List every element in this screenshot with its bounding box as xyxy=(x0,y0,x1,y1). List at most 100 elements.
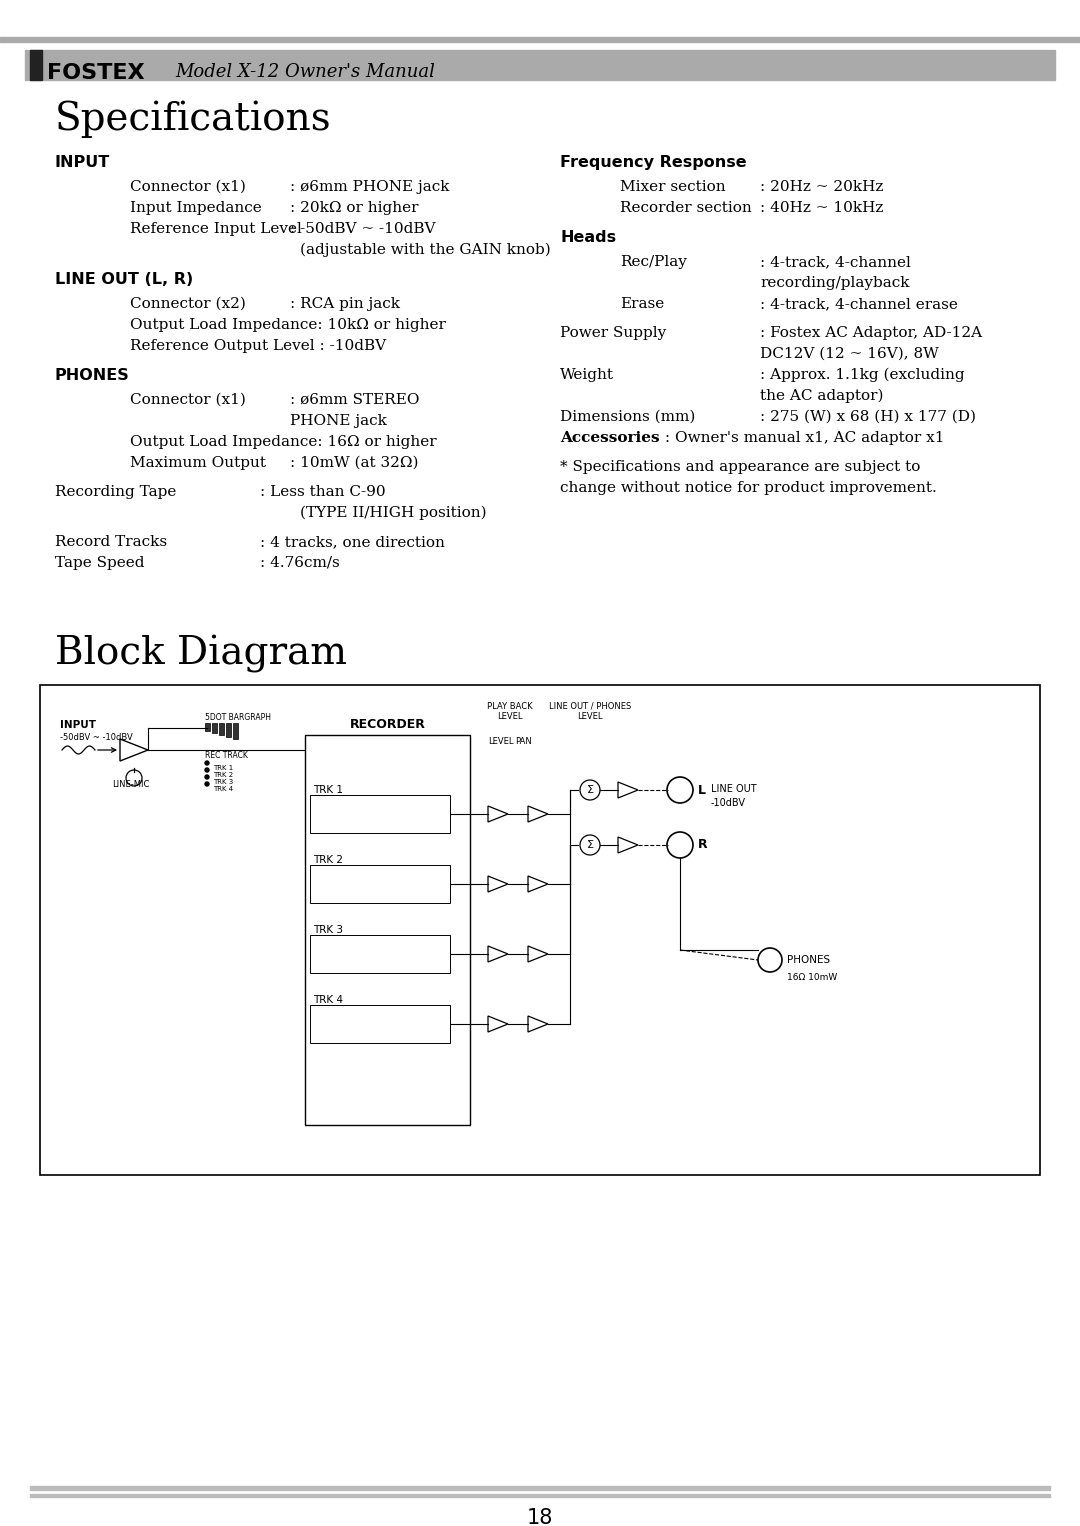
Text: INPUT: INPUT xyxy=(55,156,110,169)
Text: : 4-track, 4-channel erase: : 4-track, 4-channel erase xyxy=(760,298,958,311)
Text: Block Diagram: Block Diagram xyxy=(55,635,347,673)
Text: TRK 3: TRK 3 xyxy=(313,925,343,935)
Text: Σ: Σ xyxy=(586,784,594,795)
Circle shape xyxy=(205,761,210,765)
Text: INPUT: INPUT xyxy=(60,720,96,729)
Text: TRK 4: TRK 4 xyxy=(313,995,343,1006)
Text: Recorder section: Recorder section xyxy=(620,201,752,215)
Text: RECORDER: RECORDER xyxy=(350,719,426,731)
Bar xyxy=(310,1006,450,1042)
Text: TRK 1: TRK 1 xyxy=(313,784,343,795)
Text: : RCA pin jack: : RCA pin jack xyxy=(291,298,400,311)
Text: : 4-track, 4-channel: : 4-track, 4-channel xyxy=(760,255,910,269)
Text: Output Load Impedance: 16Ω or higher: Output Load Impedance: 16Ω or higher xyxy=(130,435,436,449)
Text: Specifications: Specifications xyxy=(55,101,332,137)
Bar xyxy=(226,723,231,737)
Text: -50dBV ~ -10dBV: -50dBV ~ -10dBV xyxy=(60,732,133,742)
Text: PHONES: PHONES xyxy=(787,955,831,964)
Bar xyxy=(310,795,450,833)
Text: Σ: Σ xyxy=(586,839,594,850)
Text: : Owner's manual x1, AC adaptor x1: : Owner's manual x1, AC adaptor x1 xyxy=(660,430,945,446)
Text: : 40Hz ~ 10kHz: : 40Hz ~ 10kHz xyxy=(760,201,883,215)
Bar xyxy=(310,935,450,974)
Bar xyxy=(310,865,450,903)
Text: Tape Speed: Tape Speed xyxy=(55,555,145,571)
Text: TRK 2: TRK 2 xyxy=(313,855,343,865)
Bar xyxy=(30,50,42,79)
Bar xyxy=(212,723,217,732)
Text: : Approx. 1.1kg (excluding: : Approx. 1.1kg (excluding xyxy=(760,368,964,383)
Text: FOSTEX: FOSTEX xyxy=(48,63,145,82)
Text: : 20kΩ or higher: : 20kΩ or higher xyxy=(291,201,419,215)
Text: TRK 1: TRK 1 xyxy=(213,765,233,771)
Text: LINE OUT (L, R): LINE OUT (L, R) xyxy=(55,272,193,287)
Text: Rec/Play: Rec/Play xyxy=(620,255,687,269)
Text: Output Load Impedance: 10kΩ or higher: Output Load Impedance: 10kΩ or higher xyxy=(130,317,446,333)
Text: 16Ω 10mW: 16Ω 10mW xyxy=(787,974,837,983)
Text: : 4 tracks, one direction: : 4 tracks, one direction xyxy=(260,536,445,549)
Text: Mixer section: Mixer section xyxy=(620,180,726,194)
Text: REC TRACK: REC TRACK xyxy=(205,751,248,760)
Text: : ø6mm PHONE jack: : ø6mm PHONE jack xyxy=(291,180,449,194)
Circle shape xyxy=(205,768,210,772)
Text: TRK 2: TRK 2 xyxy=(213,772,233,778)
Text: Heads: Heads xyxy=(561,230,616,246)
Text: PLAY BACK
LEVEL: PLAY BACK LEVEL xyxy=(487,702,532,720)
Text: Reference Output Level : -10dBV: Reference Output Level : -10dBV xyxy=(130,339,387,353)
Text: : 275 (W) x 68 (H) x 177 (D): : 275 (W) x 68 (H) x 177 (D) xyxy=(760,410,976,424)
Text: PAN: PAN xyxy=(515,737,531,746)
Text: TRK 4: TRK 4 xyxy=(213,786,233,792)
Text: 5DOT BARGRAPH: 5DOT BARGRAPH xyxy=(205,713,271,722)
Text: Frequency Response: Frequency Response xyxy=(561,156,746,169)
Text: DC12V (12 ~ 16V), 8W: DC12V (12 ~ 16V), 8W xyxy=(760,346,939,362)
Text: Input Impedance: Input Impedance xyxy=(130,201,261,215)
Text: : 20Hz ~ 20kHz: : 20Hz ~ 20kHz xyxy=(760,180,883,194)
Text: : 10mW (at 32Ω): : 10mW (at 32Ω) xyxy=(291,456,419,470)
Text: R: R xyxy=(698,838,707,852)
Bar xyxy=(219,723,224,736)
Bar xyxy=(30,1494,1050,1497)
Text: : ø6mm STEREO: : ø6mm STEREO xyxy=(291,394,419,407)
Text: PHONES: PHONES xyxy=(55,368,130,383)
Text: Connector (x1): Connector (x1) xyxy=(130,394,246,407)
Text: Connector (x1): Connector (x1) xyxy=(130,180,246,194)
Text: Weight: Weight xyxy=(561,368,615,382)
Text: LINE OUT: LINE OUT xyxy=(711,784,757,794)
Text: : -50dBV ~ -10dBV: : -50dBV ~ -10dBV xyxy=(291,221,435,237)
Text: Power Supply: Power Supply xyxy=(561,327,666,340)
Text: : Less than C-90: : Less than C-90 xyxy=(260,485,386,499)
Text: Connector (x2): Connector (x2) xyxy=(130,298,246,311)
Text: (adjustable with the GAIN knob): (adjustable with the GAIN knob) xyxy=(300,243,551,258)
Circle shape xyxy=(205,775,210,778)
Bar xyxy=(305,736,470,1125)
Text: change without notice for product improvement.: change without notice for product improv… xyxy=(561,481,936,494)
Text: PHONE jack: PHONE jack xyxy=(291,414,387,427)
Text: Recording Tape: Recording Tape xyxy=(55,485,176,499)
Text: LEVEL: LEVEL xyxy=(488,737,513,746)
Text: * Specifications and appearance are subject to: * Specifications and appearance are subj… xyxy=(561,459,920,475)
Bar xyxy=(233,723,238,739)
Text: (TYPE II/HIGH position): (TYPE II/HIGH position) xyxy=(300,507,487,520)
Text: Erase: Erase xyxy=(620,298,664,311)
Text: 18: 18 xyxy=(527,1508,553,1526)
Circle shape xyxy=(205,781,210,786)
Bar xyxy=(25,50,1055,79)
Bar xyxy=(30,1486,1050,1489)
Text: the AC adaptor): the AC adaptor) xyxy=(760,389,883,403)
Bar xyxy=(40,685,1040,1175)
Text: Dimensions (mm): Dimensions (mm) xyxy=(561,410,696,424)
Text: : 4.76cm/s: : 4.76cm/s xyxy=(260,555,340,571)
Text: Model X-12 Owner's Manual: Model X-12 Owner's Manual xyxy=(175,63,435,81)
Text: Maximum Output: Maximum Output xyxy=(130,456,266,470)
Text: : Fostex AC Adaptor, AD-12A: : Fostex AC Adaptor, AD-12A xyxy=(760,327,982,340)
Text: L: L xyxy=(698,783,706,797)
Bar xyxy=(205,723,210,731)
Text: Record Tracks: Record Tracks xyxy=(55,536,167,549)
Text: Reference Input Level: Reference Input Level xyxy=(130,221,302,237)
Bar xyxy=(0,37,1080,43)
Text: LINE OUT / PHONES
LEVEL: LINE OUT / PHONES LEVEL xyxy=(549,702,631,720)
Text: LINE-MIC: LINE-MIC xyxy=(112,780,149,789)
Text: -10dBV: -10dBV xyxy=(711,798,746,807)
Text: TRK 3: TRK 3 xyxy=(213,778,233,784)
Text: recording/playback: recording/playback xyxy=(760,276,909,290)
